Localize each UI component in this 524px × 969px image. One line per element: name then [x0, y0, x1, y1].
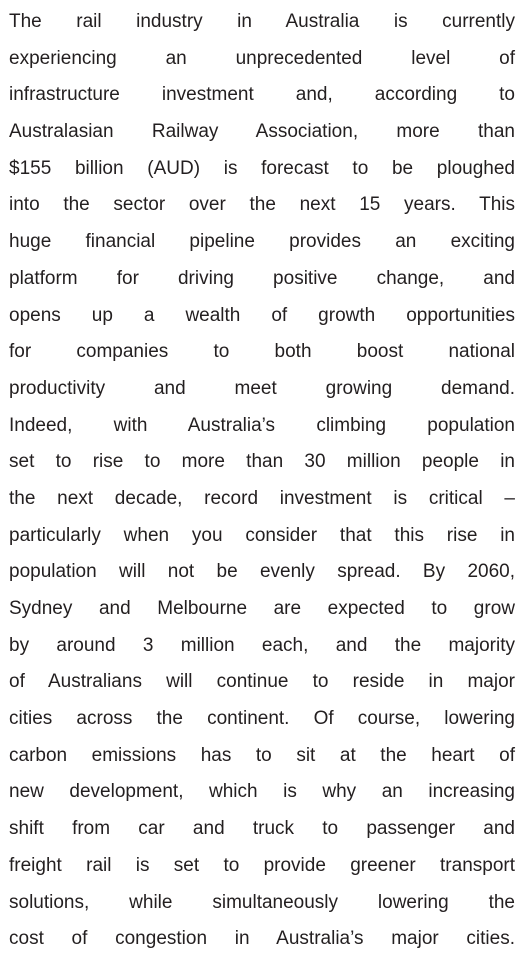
text-line: into the sector over the next 15 years. … [9, 194, 515, 216]
text-line: for companies to both boost national [9, 341, 515, 363]
text-line: particularly when you consider that this… [9, 524, 515, 546]
text-line: infrastructure investment and, according… [9, 84, 515, 106]
text-line: by around 3 million each, and the majori… [9, 634, 515, 656]
text-line: new development, which is why an increas… [9, 781, 515, 803]
text-line: Indeed, with Australia’s climbing popula… [9, 414, 515, 436]
text-line: cost of congestion in Australia’s major … [9, 928, 515, 950]
text-line: solutions, while simultaneously lowering… [9, 891, 515, 913]
text-line: Australasian Railway Association, more t… [9, 121, 515, 143]
text-line: Sydney and Melbourne are expected to gro… [9, 598, 515, 619]
text-line: $155 billion (AUD) is forecast to be plo… [9, 157, 515, 179]
paragraph: The rail industry in Australia is curren… [9, 4, 515, 958]
text-line: shift from car and truck to passenger an… [9, 818, 515, 840]
text-line: population will not be evenly spread. By… [9, 561, 515, 583]
text-line: of Australians will continue to reside i… [9, 671, 515, 693]
text-line: platform for driving positive change, an… [9, 267, 515, 289]
text-line: experiencing an unprecedented level of [9, 47, 515, 69]
text-line: set to rise to more than 30 million peop… [9, 451, 515, 473]
text-line: cities across the continent. Of course, … [9, 708, 515, 730]
text-line: The rail industry in Australia is curren… [9, 11, 515, 32]
text-line: huge financial pipeline provides an exci… [9, 231, 515, 253]
text-line: the next decade, record investment is cr… [9, 487, 515, 509]
text-line: freight rail is set to provide greener t… [9, 854, 515, 876]
text-line: carbon emissions has to sit at the heart… [9, 744, 515, 766]
text-line: productivity and meet growing demand. [9, 377, 515, 399]
text-line: opens up a wealth of growth opportunitie… [9, 304, 515, 326]
